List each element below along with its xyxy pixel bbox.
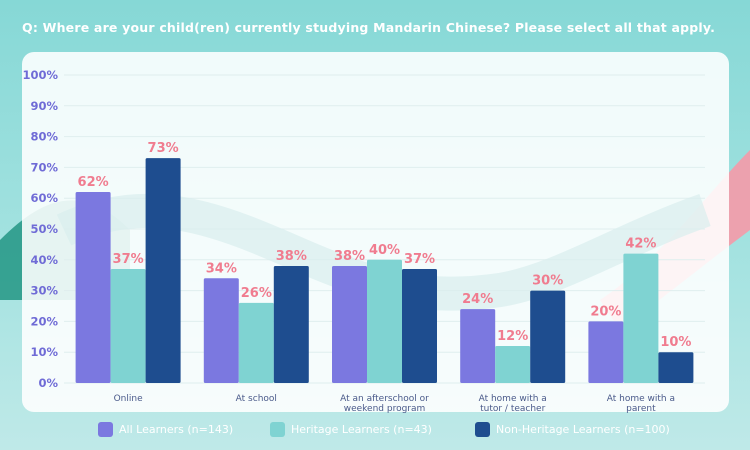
question-title: Q: Where are your child(ren) currently s… bbox=[22, 20, 716, 35]
legend: All Learners (n=143) Heritage Learners (… bbox=[0, 422, 750, 440]
legend-label: All Learners (n=143) bbox=[119, 423, 234, 436]
y-tick-label: 80% bbox=[30, 130, 58, 144]
legend-item-all-learners: All Learners (n=143) bbox=[98, 422, 233, 437]
y-tick-label: 40% bbox=[30, 253, 58, 267]
data-label: 42% bbox=[625, 237, 656, 252]
category-label: At home with a bbox=[479, 394, 547, 404]
y-tick-label: 10% bbox=[30, 345, 58, 359]
data-label: 37% bbox=[113, 252, 144, 267]
bar bbox=[367, 259, 402, 383]
legend-swatch-non-heritage bbox=[475, 422, 490, 437]
bar bbox=[145, 158, 181, 383]
bar bbox=[460, 309, 496, 383]
category-label: Online bbox=[114, 394, 143, 404]
category-label: At home with a bbox=[607, 394, 675, 404]
data-label: 34% bbox=[206, 261, 237, 276]
data-label: 24% bbox=[462, 292, 493, 307]
data-label: 62% bbox=[78, 175, 109, 190]
category-label: At school bbox=[236, 394, 277, 404]
bar bbox=[332, 265, 367, 383]
data-label: 38% bbox=[276, 249, 307, 264]
category-label: tutor / teacher bbox=[480, 404, 545, 414]
data-label: 40% bbox=[369, 243, 400, 258]
bar bbox=[658, 352, 694, 383]
bars bbox=[75, 158, 694, 383]
data-label: 10% bbox=[660, 335, 691, 350]
y-tick-label: 60% bbox=[30, 191, 58, 205]
category-label: At an afterschool or bbox=[340, 394, 429, 404]
data-label: 26% bbox=[241, 286, 272, 301]
data-label: 38% bbox=[334, 249, 365, 264]
bar bbox=[203, 278, 239, 383]
legend-item-non-heritage-learners: Non-Heritage Learners (n=100) bbox=[475, 422, 670, 437]
legend-label: Heritage Learners (n=43) bbox=[291, 423, 432, 436]
data-label: 20% bbox=[590, 304, 621, 319]
bar bbox=[495, 346, 531, 383]
y-tick-label: 70% bbox=[30, 160, 58, 174]
legend-swatch-all bbox=[98, 422, 113, 437]
y-tick-label: 50% bbox=[30, 222, 58, 236]
data-label: 73% bbox=[148, 141, 179, 156]
bar bbox=[588, 321, 624, 383]
x-axis-categories: Online At school At an afterschool orweeke… bbox=[114, 394, 675, 414]
bar bbox=[623, 253, 659, 383]
y-tick-label: 90% bbox=[30, 99, 58, 113]
y-axis-ticks: 0% 10% 20% 30% 40% 50% 60% 70% 80% 90% 100% bbox=[22, 68, 58, 390]
y-tick-label: 20% bbox=[30, 314, 58, 328]
data-labels: 62% 37% 73% 34% 26% 38% 38% 40% 37% 24% 12% 30% 20% 4… bbox=[78, 141, 692, 350]
data-label: 12% bbox=[497, 329, 528, 344]
bar bbox=[238, 302, 274, 383]
legend-swatch-heritage bbox=[270, 422, 285, 437]
data-label: 30% bbox=[532, 274, 563, 289]
y-tick-label: 30% bbox=[30, 284, 58, 298]
legend-item-heritage-learners: Heritage Learners (n=43) bbox=[270, 422, 432, 437]
bar bbox=[75, 192, 111, 383]
data-label: 37% bbox=[404, 252, 435, 267]
bar bbox=[530, 290, 566, 383]
y-tick-label: 100% bbox=[22, 68, 58, 82]
category-label: parent bbox=[626, 404, 656, 414]
legend-label: Non-Heritage Learners (n=100) bbox=[496, 423, 670, 436]
bar bbox=[110, 269, 146, 383]
bar bbox=[402, 269, 437, 383]
y-tick-label: 0% bbox=[38, 376, 58, 390]
bar bbox=[273, 265, 309, 383]
category-label: weekend program bbox=[344, 404, 426, 414]
